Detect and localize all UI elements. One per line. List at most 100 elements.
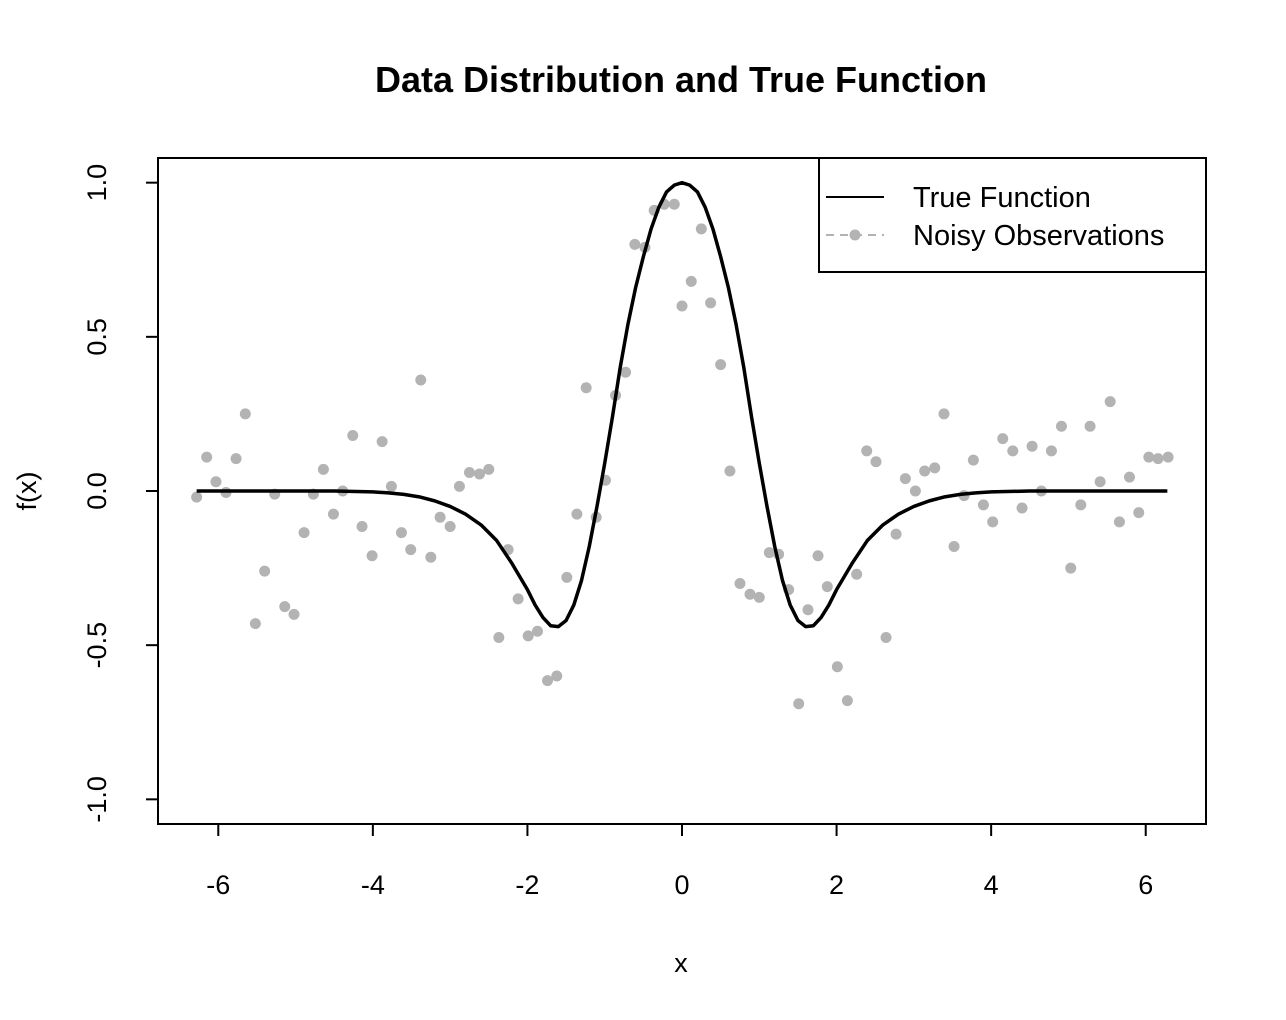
observation-point: [812, 550, 824, 562]
observation-point: [1045, 445, 1057, 457]
observation-point: [620, 366, 632, 378]
observation-point: [734, 578, 746, 589]
observation-point: [551, 670, 563, 682]
observation-point: [453, 480, 465, 492]
legend-label-noisy-observations: Noisy Observations: [913, 220, 1164, 252]
legend: True Function Noisy Observations: [818, 157, 1207, 273]
observation-point: [1055, 420, 1067, 432]
y-axis-label: f(x): [12, 472, 42, 511]
observation-point: [512, 593, 524, 605]
observation-point: [425, 551, 437, 563]
observation-point: [279, 601, 291, 613]
observation-point: [230, 453, 242, 465]
observation-point: [705, 297, 717, 309]
observation-point: [987, 516, 999, 528]
observation-point: [997, 433, 1009, 445]
observation-point: [1075, 499, 1087, 511]
observation-point: [821, 581, 833, 593]
observation-point: [1016, 502, 1028, 514]
observation-point: [1026, 440, 1038, 452]
observation-point: [405, 544, 417, 556]
observation-point: [201, 451, 213, 463]
observation-point: [841, 695, 853, 707]
observation-point: [890, 528, 902, 540]
x-tick-label: 6: [1138, 870, 1153, 900]
observation-point: [317, 463, 329, 475]
observation-point: [395, 527, 407, 539]
observation-point: [571, 508, 583, 520]
y-tick-label: -1.0: [82, 776, 112, 823]
observation-point: [1162, 451, 1174, 463]
observation-point: [327, 508, 339, 520]
observation-point: [880, 631, 892, 643]
chart-title: Data Distribution and True Function: [375, 59, 987, 100]
observation-point: [531, 625, 543, 637]
true-function-line: [196, 180, 1168, 629]
x-tick-label: 2: [829, 870, 844, 900]
observation-point: [831, 661, 843, 673]
y-tick-label: 0.5: [82, 318, 112, 356]
y-tick-label: -0.5: [82, 622, 112, 669]
observation-point: [851, 568, 863, 580]
x-tick-label: 4: [984, 870, 999, 900]
observation-point: [191, 491, 203, 503]
observation-point: [1065, 562, 1077, 574]
x-axis-label: x: [674, 948, 688, 978]
legend-box: [818, 157, 1207, 273]
observation-point: [685, 275, 697, 287]
observation-point: [493, 631, 505, 643]
observation-point: [1084, 420, 1096, 432]
observation-point: [385, 480, 397, 492]
x-tick-label: 0: [674, 870, 689, 900]
observation-point: [724, 465, 736, 477]
observation-point: [715, 359, 727, 371]
observation-point: [1123, 471, 1135, 483]
observation-point: [919, 465, 931, 477]
y-axis: -1.0 -0.5 0.0 0.5 1.0: [82, 164, 159, 823]
y-tick-label: 0.0: [82, 472, 112, 510]
y-tick-label: 1.0: [82, 164, 112, 202]
observation-point: [1133, 507, 1145, 519]
observation-point: [288, 608, 300, 620]
observation-point: [298, 527, 310, 539]
observation-point: [929, 462, 941, 474]
observation-point: [938, 408, 950, 420]
observation-point: [210, 476, 222, 488]
observation-point: [870, 456, 882, 468]
observation-point: [1094, 476, 1106, 488]
observation-point: [444, 520, 456, 532]
observation-point: [629, 238, 641, 250]
observation-point: [561, 571, 573, 583]
observation-point: [580, 382, 592, 394]
observation-point: [977, 499, 989, 511]
observation-point: [366, 550, 378, 562]
observation-point: [356, 520, 368, 532]
observation-point: [1113, 516, 1125, 528]
observation-point: [793, 698, 805, 710]
observation-point: [695, 223, 707, 235]
observation-point: [1007, 445, 1019, 457]
observation-point: [967, 454, 979, 466]
observation-point: [676, 300, 688, 312]
observation-point: [802, 604, 814, 616]
x-axis: -6 -4 -2 0 2 4 6: [206, 823, 1153, 900]
observation-point: [668, 198, 680, 210]
observation-point: [239, 408, 251, 420]
observation-point: [753, 591, 765, 603]
observation-point: [1104, 396, 1116, 408]
observation-point: [861, 445, 873, 457]
observation-point: [1143, 451, 1155, 463]
observation-point: [483, 463, 495, 475]
x-tick-label: -4: [361, 870, 385, 900]
noisy-observation-points: [191, 198, 1174, 710]
observation-point: [522, 630, 534, 642]
x-tick-label: -2: [515, 870, 539, 900]
observation-point: [909, 485, 921, 497]
observation-point: [249, 618, 261, 630]
x-tick-label: -6: [206, 870, 230, 900]
observation-point: [415, 374, 427, 386]
observation-point: [948, 541, 960, 552]
observation-point: [434, 511, 446, 523]
observation-point: [347, 430, 359, 441]
